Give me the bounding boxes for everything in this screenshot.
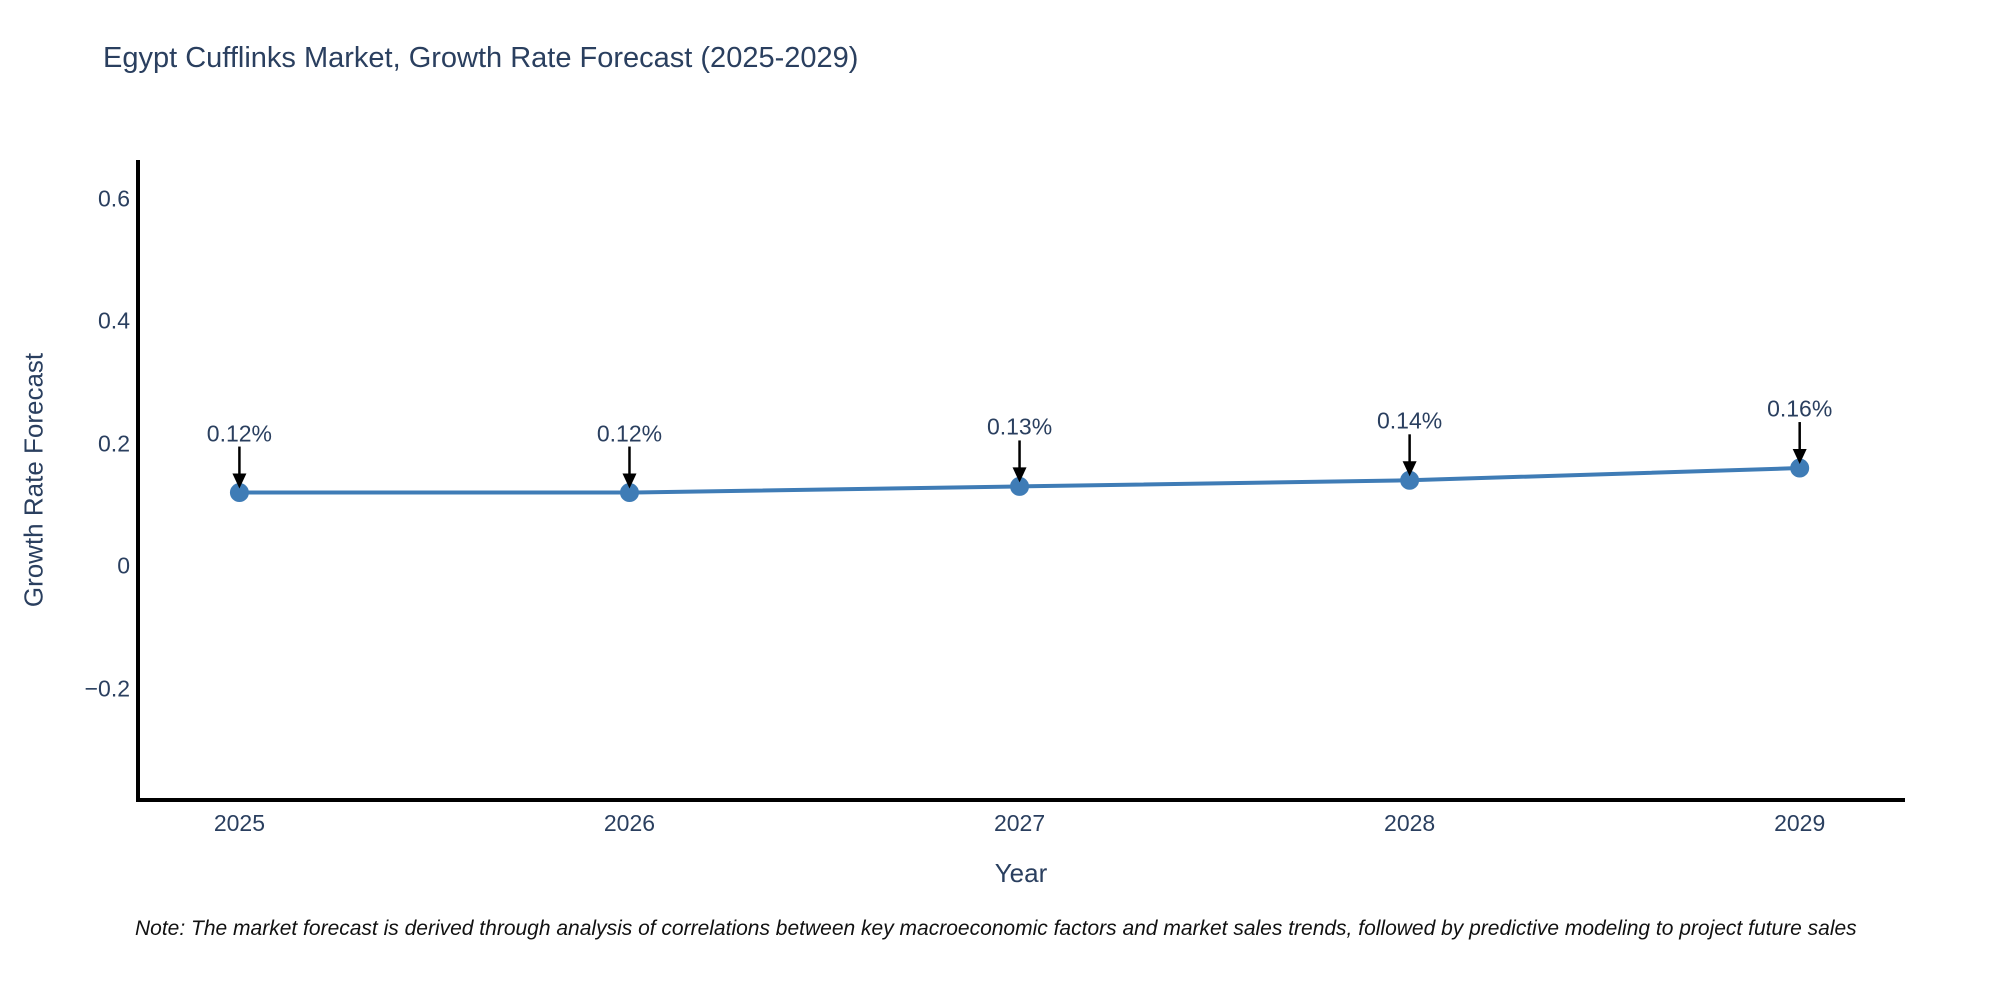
x-tick-label: 2026 bbox=[603, 810, 656, 836]
x-tick-label: 2027 bbox=[993, 810, 1046, 836]
data-point-label: 0.12% bbox=[206, 420, 273, 447]
chart-title: Egypt Cufflinks Market, Growth Rate Fore… bbox=[103, 42, 859, 74]
x-tick-label: 2029 bbox=[1774, 810, 1826, 836]
methodology-note: Note: The market forecast is derived thr… bbox=[135, 917, 1857, 940]
y-tick-label: 0.6 bbox=[98, 185, 130, 212]
y-tick-label: 0.2 bbox=[98, 430, 130, 457]
x-axis-title: Year bbox=[994, 858, 1048, 888]
x-tick-label: 2025 bbox=[213, 810, 265, 836]
data-point-label: 0.13% bbox=[986, 413, 1053, 440]
annotation-arrow-head bbox=[1792, 449, 1807, 465]
data-point-marker bbox=[1010, 476, 1030, 496]
x-tick-label: 2028 bbox=[1384, 810, 1436, 836]
data-point-label: 0.12% bbox=[596, 420, 663, 447]
data-point-label: 0.16% bbox=[1767, 395, 1833, 422]
annotation-arrow-head bbox=[1012, 467, 1027, 483]
data-point-label: 0.14% bbox=[1377, 407, 1443, 434]
data-point-marker bbox=[1790, 458, 1810, 478]
y-tick-label: 0.4 bbox=[98, 307, 130, 334]
data-point-marker bbox=[1400, 470, 1420, 490]
y-tick-label: −0.2 bbox=[84, 675, 130, 702]
annotation-arrow-head bbox=[232, 473, 247, 489]
y-axis-title: Growth Rate Forecast bbox=[18, 352, 49, 608]
data-point-marker bbox=[619, 483, 639, 503]
annotation-arrow-head bbox=[1402, 461, 1417, 477]
annotation-arrow-head bbox=[622, 473, 637, 489]
data-point-marker bbox=[229, 483, 249, 503]
y-tick-label: 0 bbox=[117, 552, 130, 579]
